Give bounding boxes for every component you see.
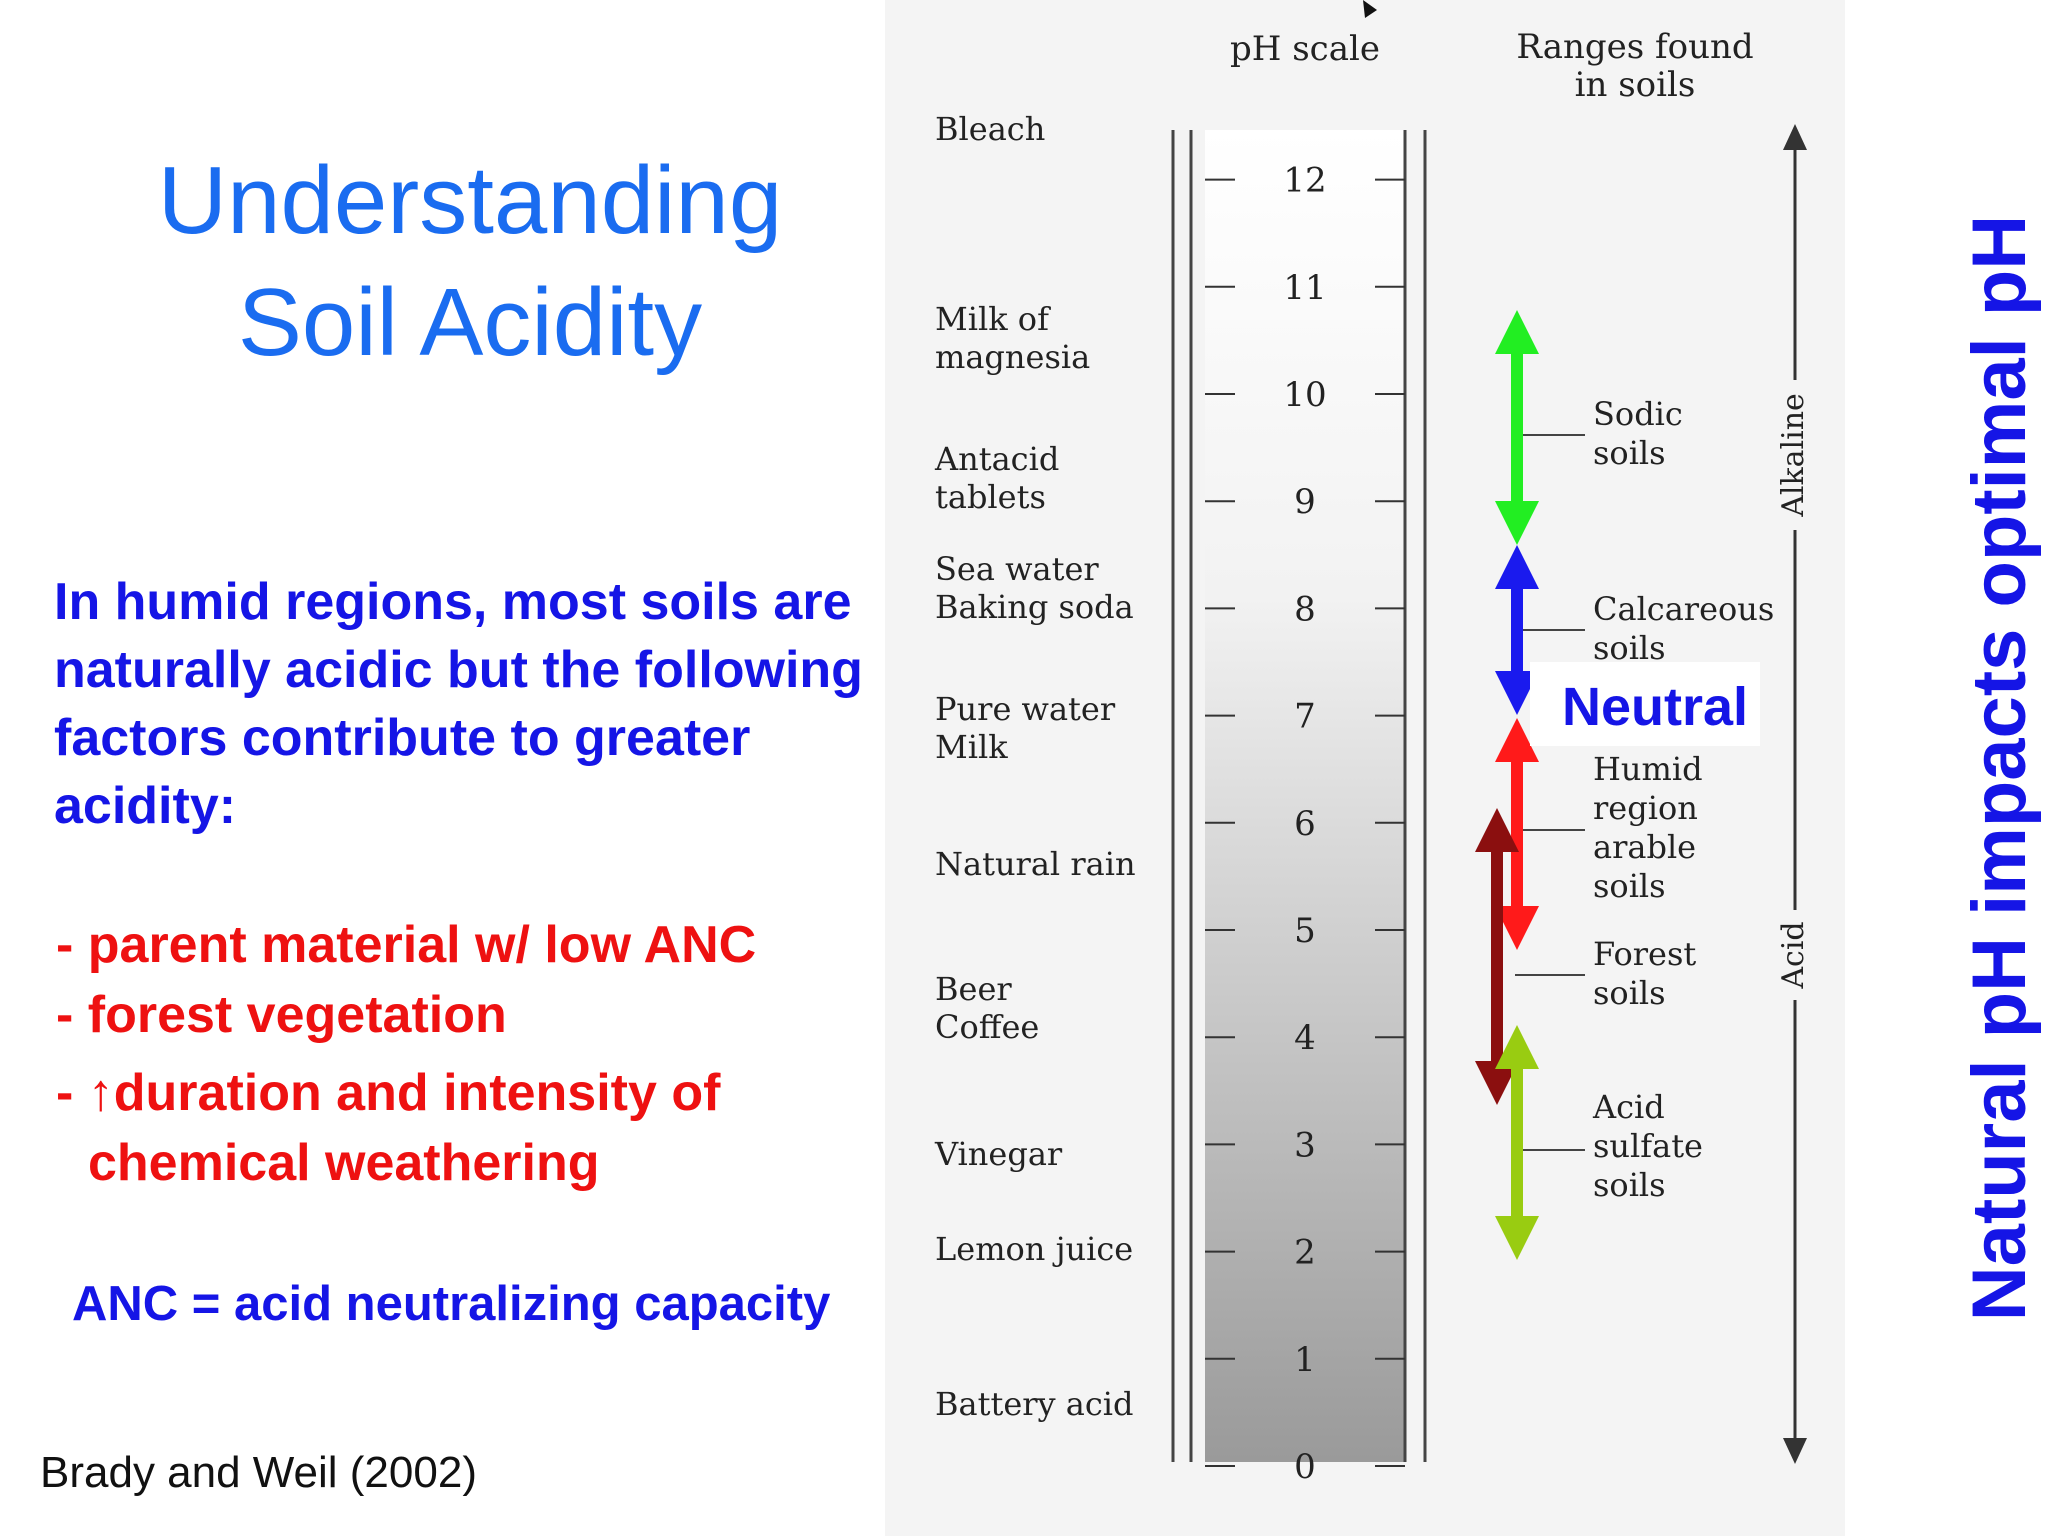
axis-label-bg-alkaline	[1778, 380, 1812, 530]
soil-range-labels: SodicsoilsCalcareoussoilsHumidregionarab…	[1515, 395, 1774, 1204]
factor-weathering: - ↑duration and intensity of chemical we…	[56, 1058, 896, 1198]
axis-label-alkaline: Alkaline	[1776, 393, 1811, 518]
substance-label: Beer	[935, 970, 1012, 1008]
range-arrow-forest	[1475, 808, 1519, 1105]
tick-label-5: 5	[1294, 911, 1316, 951]
tick-label-12: 12	[1283, 161, 1326, 201]
header-ranges-line2: in soils	[1575, 65, 1696, 105]
soil-range-label: Forest	[1593, 935, 1696, 973]
axis-up-arrowhead	[1783, 124, 1807, 150]
tick-label-4: 4	[1294, 1018, 1316, 1058]
substance-label-line2: Milk	[935, 728, 1008, 766]
title-line-2: Soil Acidity	[237, 269, 703, 376]
soil-range-label: Sodic	[1593, 395, 1683, 433]
factor-forest-vegetation: - forest vegetation	[56, 986, 507, 1044]
intro-text: In humid regions, most soils are natural…	[54, 573, 863, 835]
soil-range-label: Humid	[1593, 750, 1703, 788]
soil-range-arrows	[1475, 310, 1539, 1260]
soil-range-label: soils	[1593, 867, 1666, 905]
soil-range-label: sulfate	[1593, 1127, 1703, 1165]
axis-label-acid: Acid	[1776, 921, 1811, 989]
substance-label: Bleach	[935, 110, 1045, 148]
tick-label-9: 9	[1294, 482, 1316, 522]
ph-scale-diagram: pH scale Ranges found in soils 121110987…	[934, 0, 1812, 1487]
factor-weathering-line1: - ↑duration and intensity of	[56, 1064, 721, 1122]
range-arrow-humid	[1495, 718, 1539, 950]
title-line-1: Understanding	[157, 147, 783, 254]
substance-label: Vinegar	[934, 1135, 1063, 1173]
tick-label-2: 2	[1294, 1233, 1316, 1273]
substance-label: Pure water	[935, 690, 1116, 728]
citation: Brady and Weil (2002)	[40, 1448, 477, 1497]
substance-label-line2: Coffee	[935, 1008, 1039, 1046]
range-arrow-calcareous	[1495, 545, 1539, 715]
scale-tube	[1205, 130, 1405, 1462]
range-arrow-acid	[1495, 1025, 1539, 1260]
neutral-label: Neutral	[1562, 677, 1748, 737]
slide-title: Understanding Soil Acidity	[60, 140, 880, 384]
cursor-mark	[1363, 0, 1377, 18]
tick-label-10: 10	[1283, 375, 1326, 415]
vertical-title: Natural pH impacts optimal pH	[1957, 214, 2042, 1322]
axis-label-bg-acid	[1778, 910, 1812, 1000]
factor-list: - parent material w/ low ANC - forest ve…	[56, 910, 896, 1198]
soil-range-label: soils	[1593, 974, 1666, 1012]
tick-label-8: 8	[1294, 589, 1316, 629]
soil-range-label: soils	[1593, 434, 1666, 472]
substance-label: Milk of	[935, 300, 1051, 338]
tick-label-6: 6	[1294, 804, 1316, 844]
header-ph-scale: pH scale	[1230, 29, 1380, 69]
ph-scale-figure: pH scale Ranges found in soils 12 11 10 9 8 7…	[885, 0, 1845, 1536]
substance-label: Lemon juice	[935, 1230, 1133, 1268]
tick-label-7: 7	[1294, 697, 1316, 737]
substance-label: Sea water	[935, 550, 1099, 588]
neutral-label-bg	[1530, 662, 1760, 746]
substance-label: Natural rain	[935, 845, 1136, 883]
tick-label-1: 1	[1294, 1340, 1316, 1380]
soil-range-label: soils	[1593, 629, 1666, 667]
anc-definition: ANC = acid neutralizing capacity	[72, 1277, 831, 1331]
substance-label-line2: Baking soda	[935, 588, 1134, 626]
substance-label: Antacid	[934, 440, 1059, 478]
soil-range-label: Acid	[1592, 1088, 1665, 1126]
tick-label-0: 0	[1294, 1447, 1316, 1487]
soil-range-label: Calcareous	[1593, 590, 1774, 628]
factor-parent-material: - parent material w/ low ANC	[56, 916, 757, 974]
header-ranges-line1: Ranges found	[1516, 27, 1753, 67]
tick-label-3: 3	[1294, 1125, 1316, 1165]
substance-label-line2: magnesia	[935, 338, 1090, 376]
axis-down-arrowhead	[1783, 1438, 1807, 1464]
factor-weathering-line2: chemical weathering	[88, 1134, 600, 1192]
substance-label-line2: tablets	[935, 478, 1046, 516]
soil-range-label: region	[1593, 789, 1698, 827]
soil-range-label: soils	[1593, 1166, 1666, 1204]
substance-label: Battery acid	[935, 1385, 1134, 1423]
tick-label-11: 11	[1283, 268, 1326, 308]
soil-range-label: arable	[1593, 828, 1696, 866]
range-arrow-sodic	[1495, 310, 1539, 545]
